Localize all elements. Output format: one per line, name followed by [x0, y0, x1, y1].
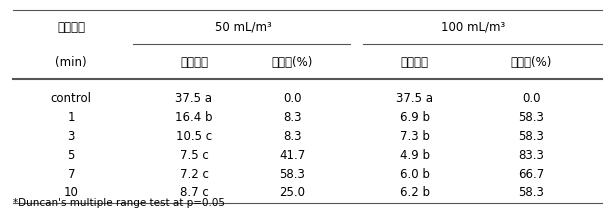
Text: 상품율(%): 상품율(%)	[271, 56, 313, 69]
Text: 부패지수: 부패지수	[401, 56, 429, 69]
Text: 6.9 b: 6.9 b	[400, 111, 430, 124]
Text: 5: 5	[68, 149, 75, 162]
Text: 41.7: 41.7	[279, 149, 305, 162]
Text: 8.7 c: 8.7 c	[180, 186, 208, 199]
Text: 58.3: 58.3	[279, 168, 305, 181]
Text: 3: 3	[68, 130, 75, 143]
Text: 16.4 b: 16.4 b	[175, 111, 213, 124]
Text: 0.0: 0.0	[522, 92, 541, 105]
Text: 10.5 c: 10.5 c	[176, 130, 212, 143]
Text: 58.3: 58.3	[518, 186, 544, 199]
Text: 50 mL/m³: 50 mL/m³	[215, 21, 271, 34]
Text: 58.3: 58.3	[518, 130, 544, 143]
Text: control: control	[51, 92, 92, 105]
Text: 1: 1	[68, 111, 75, 124]
Text: 100 mL/m³: 100 mL/m³	[441, 21, 506, 34]
Text: 7.5 c: 7.5 c	[180, 149, 208, 162]
Text: 66.7: 66.7	[518, 168, 545, 181]
Text: 0.0: 0.0	[283, 92, 301, 105]
Text: 4.9 b: 4.9 b	[400, 149, 430, 162]
Text: (min): (min)	[55, 56, 87, 69]
Text: 6.0 b: 6.0 b	[400, 168, 430, 181]
Text: 6.2 b: 6.2 b	[400, 186, 430, 199]
Text: 상품율(%): 상품율(%)	[511, 56, 552, 69]
Text: 노출시간: 노출시간	[57, 21, 85, 34]
Text: 부패지수: 부패지수	[180, 56, 208, 69]
Text: 10: 10	[64, 186, 79, 199]
Text: 58.3: 58.3	[518, 111, 544, 124]
Text: *Duncan's multiple range test at p=0.05: *Duncan's multiple range test at p=0.05	[13, 198, 225, 208]
Text: 7.2 c: 7.2 c	[180, 168, 208, 181]
Text: 37.5 a: 37.5 a	[175, 92, 212, 105]
Text: 7.3 b: 7.3 b	[400, 130, 430, 143]
Text: 83.3: 83.3	[518, 149, 544, 162]
Text: 8.3: 8.3	[283, 111, 301, 124]
Text: 7: 7	[68, 168, 75, 181]
Text: 37.5 a: 37.5 a	[397, 92, 434, 105]
Text: 8.3: 8.3	[283, 130, 301, 143]
Text: 25.0: 25.0	[279, 186, 305, 199]
